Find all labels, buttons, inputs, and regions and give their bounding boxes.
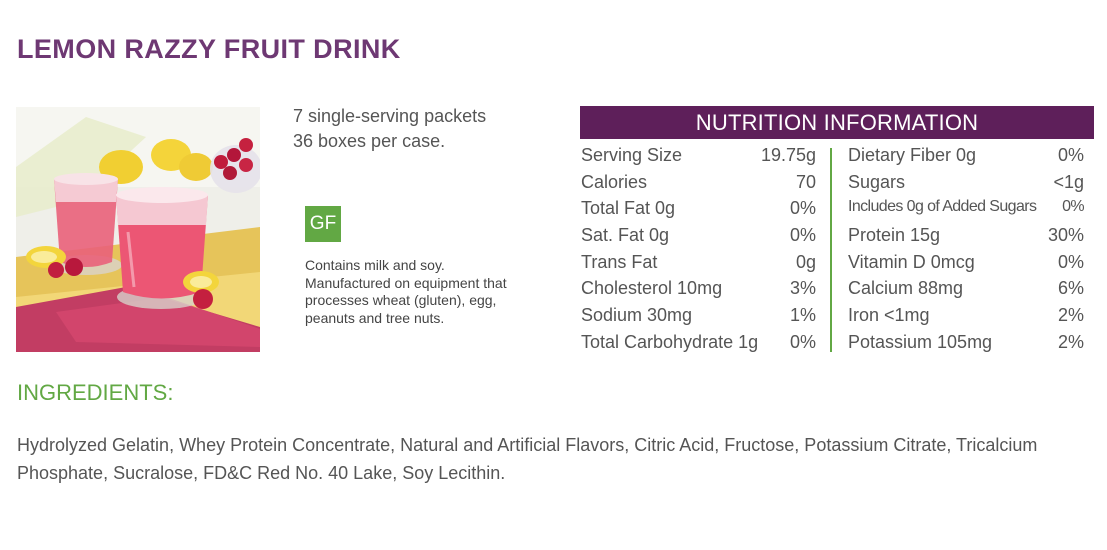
nutrient-value: 0% bbox=[1062, 198, 1085, 216]
nutrition-row: Cholesterol 10mg 3% bbox=[581, 278, 816, 305]
ingredients-heading: INGREDIENTS: bbox=[17, 380, 174, 405]
nutrient-value: 0% bbox=[1057, 145, 1084, 165]
nutrition-row: Iron <1mg 2% bbox=[848, 305, 1084, 332]
nutrient-label: Protein 15g bbox=[848, 225, 941, 246]
nutrition-row: Calories 70 bbox=[581, 172, 816, 199]
nutrient-value: 1% bbox=[789, 305, 816, 326]
nutrient-value: 2% bbox=[1057, 331, 1084, 352]
nutrient-label: Potassium 105mg bbox=[848, 331, 993, 352]
nutrient-value: <1g bbox=[1053, 171, 1084, 192]
nutrient-label: Sat. Fat 0g bbox=[581, 225, 670, 246]
nutrition-row: Protein 15g 30% bbox=[848, 225, 1084, 252]
nutrient-label: Sugars bbox=[848, 171, 906, 192]
nutrition-row: Includes 0g of Added Sugars 0% bbox=[848, 198, 1085, 225]
nutrition-row: Total Fat 0g 0% bbox=[581, 198, 816, 225]
nutrition-row: Vitamin D 0mcg 0% bbox=[848, 252, 1084, 279]
nutrient-label: Cholesterol 10mg bbox=[581, 278, 723, 299]
nutrient-label: Total Carbohydrate 1g bbox=[581, 331, 759, 352]
ingredients-list: Hydrolyzed Gelatin, Whey Protein Concent… bbox=[17, 435, 1038, 483]
nutrition-row: Sugars <1g bbox=[848, 172, 1084, 199]
nutrient-label: Trans Fat bbox=[581, 251, 658, 272]
nutrition-row: Sodium 30mg 1% bbox=[581, 305, 816, 332]
nutrition-row: Potassium 105mg 2% bbox=[848, 332, 1084, 359]
nutrient-label: Calories bbox=[581, 171, 648, 192]
nutrition-header: NUTRITION INFORMATION bbox=[580, 106, 1094, 139]
nutrient-label: Iron <1mg bbox=[848, 305, 930, 326]
nutrient-value: 30% bbox=[1047, 225, 1084, 246]
nutrient-value: 6% bbox=[1057, 278, 1084, 299]
packaging-info: 7 single-serving packets 36 boxes per ca… bbox=[293, 104, 543, 154]
nutrient-label: Dietary Fiber 0g bbox=[848, 145, 977, 165]
nutrient-value: 19.75g bbox=[760, 145, 816, 165]
nutrient-label: Calcium 88mg bbox=[848, 278, 964, 299]
nutrient-value: 0% bbox=[1057, 251, 1084, 272]
nutrient-label: Serving Size bbox=[581, 145, 683, 165]
nutrient-value: 0% bbox=[789, 198, 816, 219]
nutrient-value: 3% bbox=[789, 278, 816, 299]
nutrient-label: Includes 0g of Added Sugars bbox=[848, 198, 1037, 216]
nutrition-divider bbox=[830, 148, 832, 352]
nutrition-row: Sat. Fat 0g 0% bbox=[581, 225, 816, 252]
packets-text: 7 single-serving packets bbox=[293, 106, 487, 126]
nutrition-column-right: Dietary Fiber 0g 0% Sugars <1g Includes 0g… bbox=[848, 145, 1085, 359]
nutrient-value: 0% bbox=[789, 331, 816, 352]
nutrition-row: Dietary Fiber 0g 0% bbox=[848, 145, 1084, 172]
gluten-free-badge: GF bbox=[305, 206, 341, 242]
boxes-text: 36 boxes per case. bbox=[293, 131, 446, 151]
nutrient-label: Total Fat 0g bbox=[581, 198, 676, 219]
nutrient-value: 0g bbox=[795, 251, 816, 272]
nutrition-row: Trans Fat 0g bbox=[581, 252, 816, 279]
nutrition-row: Total Carbohydrate 1g 0% bbox=[581, 332, 816, 359]
product-title: LEMON RAZZY FRUIT DRINK bbox=[17, 34, 401, 64]
nutrient-value: 2% bbox=[1057, 305, 1084, 326]
allergen-note: Contains milk and soy. Manufactured on e… bbox=[305, 257, 507, 326]
nutrition-row: Calcium 88mg 6% bbox=[848, 278, 1084, 305]
nutrient-value: 0% bbox=[789, 225, 816, 246]
nutrient-label: Sodium 30mg bbox=[581, 305, 693, 326]
nutrition-row: Serving Size 19.75g bbox=[581, 145, 816, 172]
product-photo bbox=[16, 107, 260, 352]
nutrient-label: Vitamin D 0mcg bbox=[848, 251, 975, 272]
nutrient-value: 70 bbox=[795, 171, 816, 192]
nutrition-column-left: Serving Size 19.75g Calories 70 Total Fat … bbox=[581, 145, 816, 359]
